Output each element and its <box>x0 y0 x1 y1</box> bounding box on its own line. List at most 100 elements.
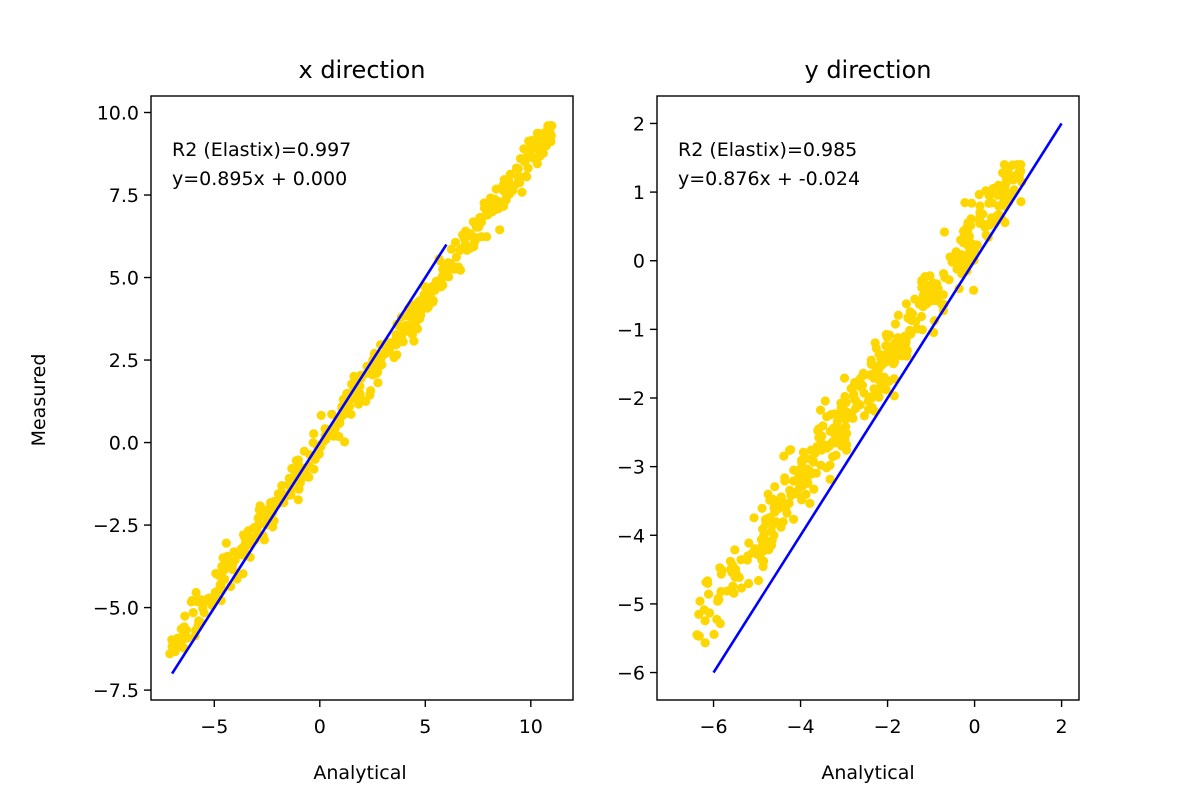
scatter-point <box>996 190 1006 200</box>
scatter-point <box>194 616 204 626</box>
scatter-point <box>870 338 880 348</box>
y-tick-label: 2 <box>633 113 645 135</box>
scatter-point <box>522 152 532 162</box>
scatter-layer <box>165 121 557 659</box>
scatter-point <box>217 561 227 572</box>
scatter-point <box>882 333 893 343</box>
scatter-point <box>381 346 391 356</box>
y-tick-label: 7.5 <box>109 185 139 207</box>
scatter-point <box>764 513 775 523</box>
scatter-point <box>876 357 887 367</box>
scatter-point <box>509 181 519 191</box>
y-tick-label: −5 <box>617 594 645 616</box>
y-tick-label: −3 <box>617 457 645 479</box>
scatter-point <box>731 569 742 579</box>
fit-line <box>712 122 1063 674</box>
chart-title: x direction <box>298 56 425 84</box>
scatter-point <box>757 503 767 513</box>
scatter-point <box>208 596 218 606</box>
x-tick-label: 2 <box>1056 716 1068 738</box>
panel-x-direction: x direction −5 0 5 10 −7.5 −5.0 −2.5 0.0 2.5 5.0… <box>28 56 574 784</box>
scatter-point <box>967 198 977 208</box>
scatter-point <box>236 544 247 554</box>
x-tick-label: −2 <box>874 716 902 738</box>
scatter-point <box>316 410 326 420</box>
scatter-point <box>840 391 850 402</box>
scatter-point <box>513 174 524 184</box>
scatter-point <box>334 431 344 442</box>
scatter-point <box>259 535 269 545</box>
scatter-point <box>776 522 786 532</box>
scatter-point <box>695 596 705 606</box>
scatter-point <box>395 321 406 332</box>
scatter-point <box>423 292 433 302</box>
scatter-point <box>229 547 239 557</box>
scatter-point <box>730 545 740 555</box>
scatter-point <box>770 482 780 492</box>
scatter-point <box>522 172 532 182</box>
scatter-point <box>471 222 481 232</box>
scatter-point <box>1001 178 1011 188</box>
scatter-point <box>191 587 201 598</box>
y-tick-label: −1 <box>617 319 645 341</box>
y-tick-label: −6 <box>617 663 645 685</box>
scatter-point <box>891 342 901 352</box>
scatter-point <box>809 484 819 494</box>
scatter-point <box>984 190 994 200</box>
scatter-point <box>758 524 768 534</box>
x-tick-label: −6 <box>700 716 728 738</box>
y-tick-label: −2.5 <box>93 515 139 537</box>
scatter-point <box>458 230 468 240</box>
scatter-point <box>939 227 950 237</box>
scatter-point <box>975 201 985 211</box>
scatter-point <box>805 498 815 508</box>
scatter-point <box>952 255 962 265</box>
scatter-point <box>985 220 995 230</box>
scatter-point <box>849 389 859 399</box>
scatter-point <box>974 216 985 226</box>
scatter-point <box>476 232 486 242</box>
scatter-point <box>960 198 970 208</box>
scatter-point <box>340 437 350 447</box>
scatter-point <box>227 560 238 570</box>
fit-line-layer <box>712 122 1063 674</box>
scatter-point <box>293 455 303 465</box>
scatter-point <box>483 210 493 220</box>
scatter-point <box>890 319 901 329</box>
scatter-point <box>889 391 899 401</box>
scatter-point <box>804 465 814 475</box>
scatter-point <box>884 376 894 386</box>
scatter-point <box>820 396 830 406</box>
scatter-point <box>797 480 807 490</box>
scatter-point <box>779 451 789 461</box>
scatter-point <box>841 422 851 432</box>
scatter-point <box>753 575 764 586</box>
scatter-point <box>495 225 505 235</box>
scatter-point <box>410 315 420 326</box>
scatter-point <box>918 302 928 312</box>
scatter-point <box>901 338 911 348</box>
scatter-point <box>817 431 827 441</box>
scatter-point <box>701 577 711 587</box>
scatter-point <box>925 271 935 281</box>
x-tick-label: −4 <box>787 716 815 738</box>
scatter-point <box>1007 160 1018 170</box>
scatter-point <box>912 324 922 334</box>
y-tick-label: 10.0 <box>97 103 139 125</box>
scatter-point <box>480 203 490 213</box>
scatter-point <box>214 570 224 580</box>
scatter-point <box>546 121 556 131</box>
scatter-point <box>714 595 724 605</box>
scatter-point <box>243 539 254 550</box>
x-tick-label: 10 <box>519 716 543 738</box>
scatter-point <box>797 469 807 479</box>
scatter-point <box>797 495 807 505</box>
scatter-point <box>198 603 208 613</box>
scatter-point <box>294 478 305 488</box>
scatter-point <box>758 561 768 572</box>
y-axis-label: Measured <box>28 354 50 447</box>
scatter-point <box>869 373 879 383</box>
scatter-point <box>525 144 536 154</box>
scatter-point <box>700 638 710 648</box>
scatter-point <box>903 313 913 323</box>
